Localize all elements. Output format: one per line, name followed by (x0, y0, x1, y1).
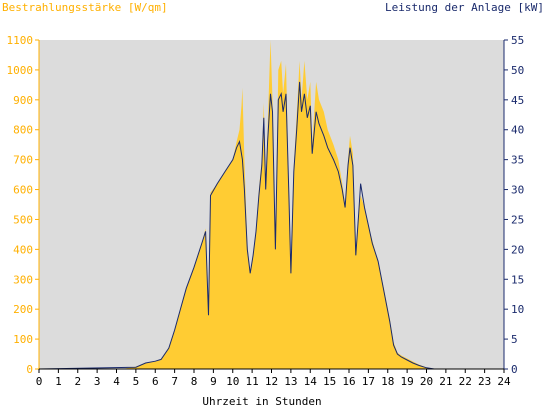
x-tick-label: 14 (304, 375, 318, 388)
y-right-tick-label: 20 (511, 243, 524, 256)
x-tick-label: 6 (152, 375, 159, 388)
y-left-tick-label: 600 (13, 184, 33, 197)
y-right-tick-label: 15 (511, 273, 524, 286)
x-tick-label: 12 (265, 375, 278, 388)
x-tick-label: 19 (401, 375, 414, 388)
power-line (38, 81, 504, 370)
axes-layer: 0100200300400500600700800900100011000510… (7, 34, 525, 388)
y-right-tick-label: 0 (511, 363, 518, 376)
y-left-tick-label: 900 (13, 94, 33, 107)
x-tick-label: 9 (210, 375, 217, 388)
y-left-tick-label: 400 (13, 243, 33, 256)
x-tick-label: 21 (439, 375, 452, 388)
x-tick-label: 8 (191, 375, 198, 388)
x-tick-label: 24 (497, 375, 511, 388)
y-right-tick-label: 30 (511, 184, 524, 197)
x-tick-label: 13 (284, 375, 297, 388)
x-tick-label: 18 (381, 375, 394, 388)
y-left-tick-label: 0 (26, 363, 33, 376)
x-tick-label: 3 (94, 375, 101, 388)
x-tick-label: 0 (36, 375, 43, 388)
x-tick-label: 15 (323, 375, 336, 388)
y-right-tick-label: 35 (511, 154, 524, 167)
y-left-tick-label: 700 (13, 154, 33, 167)
x-tick-label: 22 (459, 375, 472, 388)
y-right-tick-label: 5 (511, 333, 518, 346)
series-layer (38, 40, 504, 370)
y-right-tick-label: 40 (511, 124, 524, 137)
x-tick-label: 2 (74, 375, 81, 388)
x-tick-label: 16 (342, 375, 355, 388)
x-tick-label: 10 (226, 375, 239, 388)
y-left-tick-label: 100 (13, 333, 33, 346)
y-left-tick-label: 500 (13, 213, 33, 226)
x-tick-label: 1 (55, 375, 62, 388)
irradiance-area (39, 40, 504, 369)
y-right-tick-label: 25 (511, 213, 524, 226)
x-tick-label: 17 (362, 375, 375, 388)
x-tick-label: 4 (113, 375, 120, 388)
y-left-tick-label: 200 (13, 303, 33, 316)
y-right-tick-label: 10 (511, 303, 524, 316)
title-left: Bestrahlungsstärke [W/qm] (2, 1, 168, 14)
x-tick-label: 23 (478, 375, 491, 388)
x-tick-label: 20 (420, 375, 433, 388)
x-tick-label: 11 (246, 375, 259, 388)
y-left-tick-label: 1100 (7, 34, 34, 47)
y-right-tick-label: 45 (511, 94, 524, 107)
y-left-tick-label: 800 (13, 124, 33, 137)
y-right-tick-label: 50 (511, 64, 524, 77)
x-tick-label: 5 (133, 375, 140, 388)
x-axis-label: Uhrzeit in Stunden (202, 395, 321, 408)
y-left-tick-label: 300 (13, 273, 33, 286)
title-right: Leistung der Anlage [kW] (385, 1, 544, 14)
y-right-tick-label: 55 (511, 34, 524, 47)
y-left-tick-label: 1000 (7, 64, 34, 77)
x-tick-label: 7 (171, 375, 178, 388)
